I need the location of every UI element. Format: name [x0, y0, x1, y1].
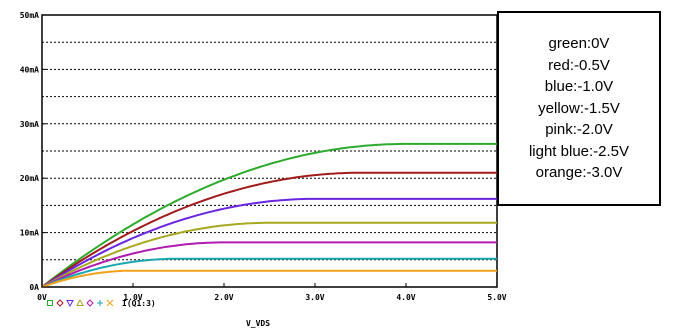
- series-line: [41, 221, 497, 288]
- x-tick-label: 3.0V: [305, 293, 324, 302]
- legend-label: I(Q1:3): [122, 299, 156, 308]
- x-tick-label: 5.0V: [487, 293, 506, 302]
- series-info-box: green:0V red:-0.5V blue:-1.0V yellow:-1.5V p…: [497, 11, 661, 206]
- series-info-line: green:0V: [548, 35, 610, 53]
- series-info-line: orange:-3.0V: [535, 164, 623, 182]
- y-tick-label: 50mA: [20, 11, 39, 20]
- series-line: [41, 197, 497, 288]
- series-info-line: light blue:-2.5V: [528, 142, 630, 160]
- x-tick-label: 1.0V: [123, 293, 142, 302]
- legend-plus-icon: [97, 300, 103, 306]
- series-lines: [41, 142, 497, 288]
- legend: I(Q1:3): [47, 298, 156, 308]
- legend-square-icon: [47, 300, 53, 306]
- x-tick-label: 0V: [37, 293, 47, 302]
- series-line: [41, 241, 497, 288]
- grid-lines: [42, 41, 497, 261]
- x-tick-label: 4.0V: [396, 293, 415, 302]
- legend-triangle-up-icon: [76, 298, 84, 306]
- legend-x-icon: [106, 299, 114, 307]
- series-info-line: pink:-2.0V: [545, 121, 613, 139]
- series-line: [41, 171, 497, 288]
- y-tick-label: 20mA: [20, 174, 39, 183]
- legend-diamond-icon: [56, 299, 64, 307]
- series-line: [41, 269, 497, 288]
- y-tick-label: 0A: [29, 283, 39, 292]
- legend-triangle-down-icon: [66, 300, 74, 308]
- series-line: [41, 142, 497, 288]
- y-tick-label: 40mA: [20, 65, 39, 74]
- y-tick-label: 30mA: [20, 120, 39, 129]
- x-tick-label: 2.0V: [214, 293, 233, 302]
- axis-ticks: 0V 1.0V 2.0V 3.0V 4.0V 5.0V 0A 10mA 20mA 30mA 40mA…: [20, 11, 507, 302]
- legend-diamond-icon: [86, 299, 94, 307]
- x-axis-title: V_VDS: [246, 319, 270, 328]
- series-info-line: red:-0.5V: [548, 56, 610, 74]
- series-info-line: yellow:-1.5V: [538, 99, 620, 117]
- series-line: [41, 257, 497, 288]
- series-info-line: blue:-1.0V: [544, 78, 614, 96]
- y-tick-label: 10mA: [20, 229, 39, 238]
